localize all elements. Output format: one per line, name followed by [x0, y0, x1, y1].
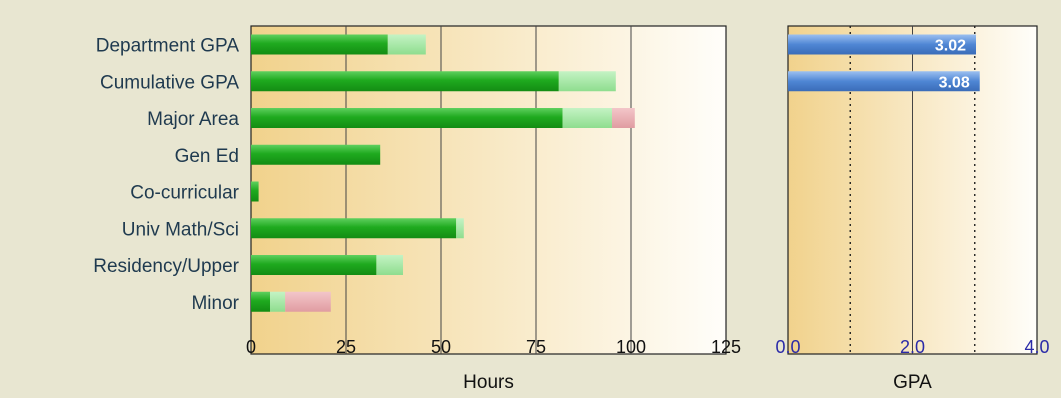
hours-tick-label: 0: [246, 337, 256, 357]
category-label-department-gpa: Department GPA: [96, 36, 240, 57]
hours-bar-needed-major-area: [612, 108, 635, 128]
category-label-co-curricular: Co-curricular: [130, 183, 239, 204]
category-label-cumulative-gpa: Cumulative GPA: [100, 72, 239, 93]
hours-bar-in-progress-residency-upper: [376, 255, 403, 275]
hours-tick-label: 75: [526, 337, 546, 357]
hours-bar-in-progress-cumulative-gpa: [558, 71, 616, 92]
hours-bar-completed-gen-ed: [251, 144, 381, 165]
hours-tick-label: 100: [616, 337, 646, 357]
category-label-minor: Minor: [191, 293, 239, 314]
hours-bar-in-progress-univ-math-sci: [456, 218, 464, 239]
gpa-axis-title: GPA: [893, 372, 932, 393]
gpa-value-label-cumulative-gpa: 3.08: [939, 74, 970, 91]
gpa-tick-label: 2.0: [900, 337, 925, 357]
hours-bar-completed-residency-upper: [251, 255, 377, 275]
gpa-bar-cumulative-gpa: [788, 71, 980, 92]
hours-axis-title: Hours: [463, 372, 514, 393]
hours-bar-completed-cumulative-gpa: [251, 71, 559, 92]
hours-tick-label: 125: [711, 337, 741, 357]
hours-bar-completed-department-gpa: [251, 34, 388, 55]
hours-bar-needed-minor: [285, 291, 331, 312]
gpa-value-label-department-gpa: 3.02: [935, 38, 966, 55]
gpa-bar-department-gpa: [788, 34, 976, 55]
hours-bar-in-progress-major-area: [562, 108, 612, 128]
hours-bar-in-progress-department-gpa: [387, 34, 426, 55]
hours-bar-in-progress-minor: [270, 291, 286, 312]
hours-bar-completed-co-curricular: [251, 181, 259, 202]
hours-tick-label: 50: [431, 337, 451, 357]
hours-bar-completed-univ-math-sci: [251, 218, 457, 239]
hours-tick-label: 25: [336, 337, 356, 357]
category-label-residency-upper: Residency/Upper: [93, 256, 239, 277]
gpa-tick-label: 0.0: [775, 337, 800, 357]
category-label-major-area: Major Area: [147, 109, 239, 130]
category-label-gen-ed: Gen Ed: [175, 146, 239, 167]
hours-bar-completed-minor: [251, 291, 270, 312]
gpa-tick-label: 4.0: [1024, 337, 1049, 357]
hours-bar-completed-major-area: [251, 108, 563, 128]
category-label-univ-math-sci: Univ Math/Sci: [122, 219, 239, 240]
